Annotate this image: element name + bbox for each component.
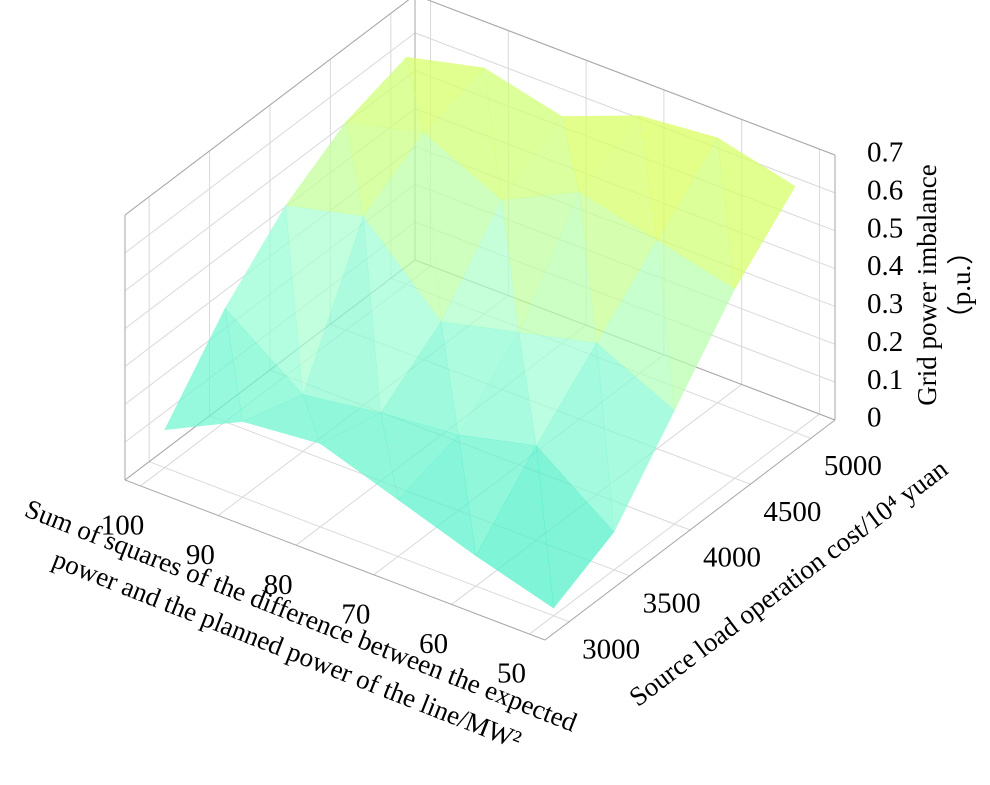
x-tick-label: 50 [497, 658, 526, 690]
surface-facet [475, 444, 554, 609]
surface [164, 56, 796, 609]
y-tick-label: 4500 [763, 496, 821, 528]
grid-line [148, 461, 570, 623]
z-tick-label: 0.7 [867, 137, 903, 169]
x-tick-label: 70 [341, 598, 370, 630]
z-tick-label: 0.2 [867, 326, 903, 358]
z-axis-label: Grid power imbalance [912, 164, 942, 405]
z-tick-label: 0.6 [867, 175, 903, 207]
axis-frame [544, 419, 836, 641]
z-tick-label: 0.3 [867, 288, 903, 320]
grid-line [414, 32, 836, 194]
axis-frame [124, 0, 410, 216]
grid-line [124, 32, 416, 254]
surface-facet [164, 307, 243, 431]
z-tick-label: 0.5 [867, 212, 903, 244]
y-tick-label: 5000 [824, 450, 882, 482]
z-tick-label: 0.4 [867, 250, 904, 282]
y-tick-label: 4000 [703, 542, 761, 574]
x-tick-label: 100 [101, 510, 145, 542]
x-tick-label: 60 [419, 628, 448, 660]
surface-facet [241, 394, 321, 444]
x-tick-label: 90 [186, 539, 215, 571]
x-tick-label: 80 [264, 569, 293, 601]
z-axis-label: （p.u.） [946, 238, 976, 333]
surface-facet [397, 434, 477, 557]
z-tick-label: 0 [867, 402, 882, 434]
y-axis-label: Source load operation cost/10⁴ yuan [623, 453, 953, 712]
axis-frame [426, 0, 836, 156]
y-tick-label: 3500 [643, 587, 701, 619]
axis-frame [124, 479, 546, 641]
y-tick-label: 3000 [582, 633, 640, 665]
surface-facet [319, 412, 399, 501]
z-tick-label: 0.1 [867, 364, 903, 396]
